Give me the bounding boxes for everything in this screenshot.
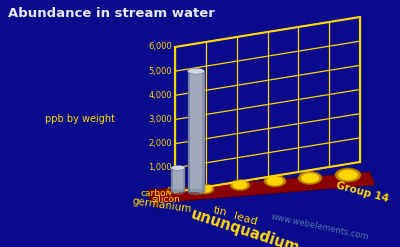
Text: Abundance in stream water: Abundance in stream water <box>8 7 215 20</box>
Text: 4,000: 4,000 <box>148 91 172 100</box>
Bar <box>171 168 173 192</box>
Ellipse shape <box>298 171 322 185</box>
Text: 1,000: 1,000 <box>148 163 172 172</box>
Ellipse shape <box>335 168 361 182</box>
Bar <box>202 71 204 192</box>
Ellipse shape <box>171 165 185 170</box>
Ellipse shape <box>338 170 358 180</box>
Bar <box>188 71 190 192</box>
Ellipse shape <box>264 175 286 187</box>
Text: ununquadium: ununquadium <box>189 206 301 247</box>
Text: 2,000: 2,000 <box>148 139 172 148</box>
Ellipse shape <box>196 184 214 194</box>
Text: 6,000: 6,000 <box>148 42 172 52</box>
Text: www.webelements.com: www.webelements.com <box>270 212 370 242</box>
Polygon shape <box>148 190 158 209</box>
Text: lead: lead <box>232 211 258 227</box>
Ellipse shape <box>230 180 250 190</box>
Text: carbon: carbon <box>141 189 172 199</box>
Ellipse shape <box>188 68 204 74</box>
Text: ppb by weight: ppb by weight <box>45 114 115 124</box>
Text: germanium: germanium <box>131 196 192 214</box>
Bar <box>171 168 185 192</box>
Ellipse shape <box>171 189 185 194</box>
Polygon shape <box>148 172 375 203</box>
Text: silicon: silicon <box>151 194 180 204</box>
Ellipse shape <box>301 173 319 183</box>
Ellipse shape <box>267 177 283 185</box>
Text: 5,000: 5,000 <box>148 67 172 76</box>
Text: 3,000: 3,000 <box>148 115 172 124</box>
Text: tin: tin <box>212 205 228 217</box>
Ellipse shape <box>198 185 212 193</box>
Text: Group 14: Group 14 <box>335 180 389 204</box>
Bar <box>188 71 204 192</box>
Text: 0: 0 <box>167 187 172 197</box>
Ellipse shape <box>188 189 204 195</box>
Ellipse shape <box>232 181 248 189</box>
Bar <box>183 168 185 192</box>
